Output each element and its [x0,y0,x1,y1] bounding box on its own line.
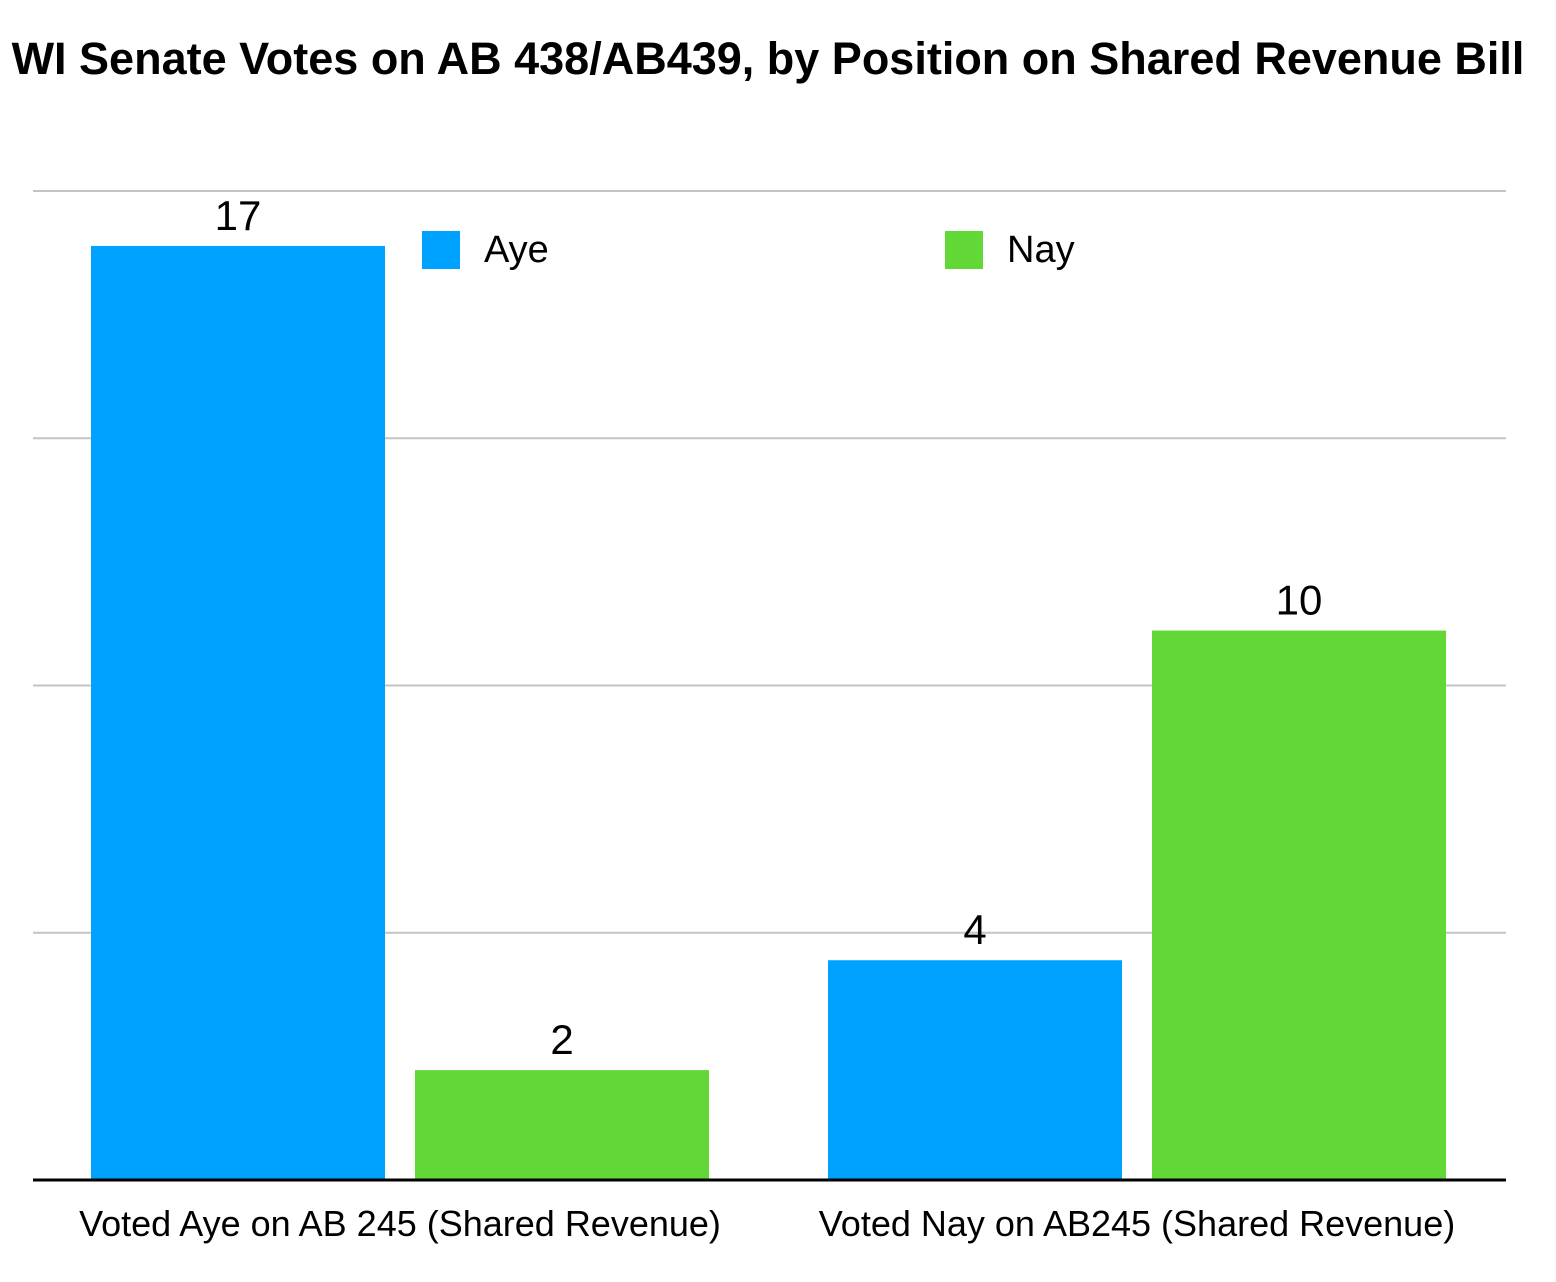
bar-nay-1 [1152,630,1446,1180]
bar-aye-0 [91,245,385,1180]
bar-aye-1 [828,960,1122,1180]
data-label-aye-1: 4 [963,906,986,953]
legend-label-aye: Aye [484,228,549,271]
legend-item-aye: Aye [422,228,549,271]
legend-swatch-nay [945,231,983,269]
chart-title: WI Senate Votes on AB 438/AB439, by Posi… [11,33,1525,84]
category-label-0: Voted Aye on AB 245 (Shared Revenue) [79,1203,721,1244]
category-label-1: Voted Nay on AB245 (Shared Revenue) [819,1203,1455,1244]
bar-nay-0 [415,1070,709,1180]
legend-label-nay: Nay [1007,228,1075,271]
data-label-nay-0: 2 [550,1016,573,1063]
data-label-nay-1: 10 [1276,577,1323,624]
legend-item-nay: Nay [945,228,1075,271]
legend-swatch-aye [422,231,460,269]
data-label-aye-0: 17 [215,192,262,239]
